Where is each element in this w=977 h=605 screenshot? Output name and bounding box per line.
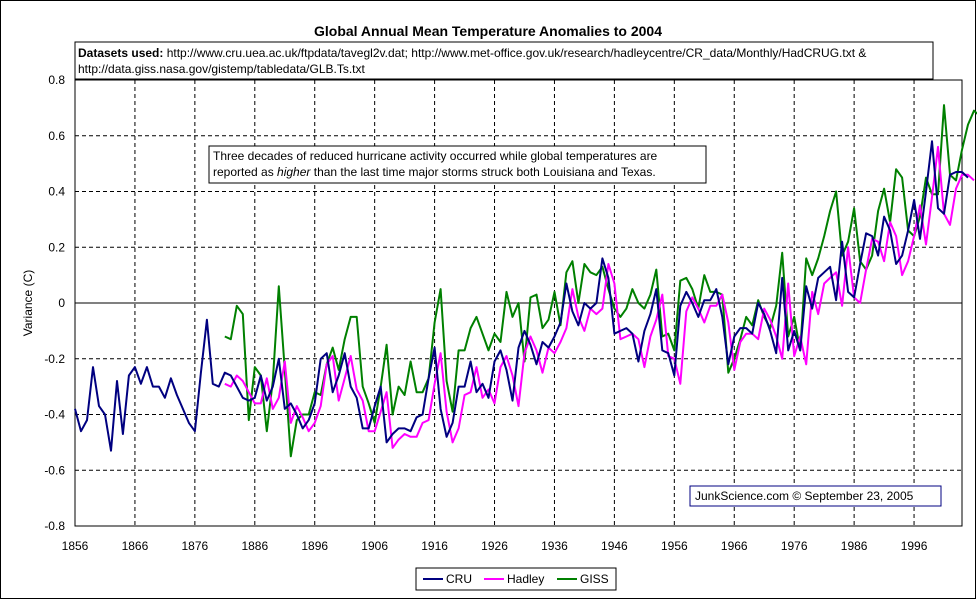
x-tick-label: 1926 [481, 539, 508, 553]
y-tick-label: -0.2 [44, 352, 65, 366]
x-tick-label: 1916 [421, 539, 448, 553]
y-tick-label: -0.6 [44, 463, 65, 477]
legend-box [415, 567, 617, 591]
y-tick-label: 0.4 [48, 185, 65, 199]
x-tick-label: 1856 [62, 539, 89, 553]
annotation-box [208, 145, 707, 184]
annotation-line2-pre: reported as [213, 165, 277, 179]
y-tick-labels: -0.8 -0.6 -0.4 -0.2 0 0.2 0.4 0.6 0.8 [44, 73, 65, 533]
x-tick-label: 1996 [901, 539, 928, 553]
x-tick-label: 1876 [182, 539, 209, 553]
x-tick-label: 1956 [661, 539, 688, 553]
y-tick-label: -0.4 [44, 408, 65, 422]
datasets-line2: http://data.giss.nasa.gov/gistemp/tabled… [78, 62, 365, 76]
credit-text: JunkScience.com © September 23, 2005 [695, 489, 914, 503]
x-tick-label: 1936 [541, 539, 568, 553]
chart-title: Global Annual Mean Temperature Anomalies… [314, 23, 662, 39]
annotation-line2: reported as higher than the last time ma… [213, 165, 656, 179]
series-line-cru [74, 140, 969, 452]
y-tick-label: 0.8 [48, 73, 65, 87]
y-tick-label: -0.8 [44, 519, 65, 533]
datasets-urls-1: http://www.cru.uea.ac.uk/ftpdata/tavegl2… [163, 46, 866, 60]
y-tick-label: 0.2 [48, 240, 65, 254]
legend-label-giss: GISS [580, 572, 609, 586]
series-lines [74, 104, 977, 458]
x-tick-label: 1896 [301, 539, 328, 553]
series-line-giss [224, 104, 977, 458]
datasets-line1: Datasets used: http://www.cru.uea.ac.uk/… [78, 46, 866, 60]
x-tick-label: 1886 [241, 539, 268, 553]
datasets-box [74, 41, 934, 80]
legend-label-cru: CRU [446, 572, 472, 586]
x-tick-labels: 1856 1866 1876 1886 1896 1906 1916 1926 1936 1946… [62, 539, 928, 553]
x-tick-label: 1966 [721, 539, 748, 553]
x-tick-label: 1986 [841, 539, 868, 553]
datasets-label: Datasets used: [78, 46, 163, 60]
series-line-hadley [224, 145, 975, 449]
x-tick-label: 1906 [361, 539, 388, 553]
legend: CRU Hadley GISS [415, 567, 617, 591]
credit-box [689, 485, 942, 507]
x-tick-label: 1946 [601, 539, 628, 553]
y-tick-label: 0 [58, 296, 65, 310]
legend-label-hadley: Hadley [507, 572, 544, 586]
x-tick-label: 1866 [122, 539, 149, 553]
annotation-line1: Three decades of reduced hurricane activ… [213, 149, 658, 163]
grid [75, 80, 962, 526]
y-tick-label: 0.6 [48, 129, 65, 143]
annotation-line2-post: than the last time major storms struck b… [310, 165, 655, 179]
annotation-line2-em: higher [277, 165, 311, 179]
x-tick-label: 1976 [781, 539, 808, 553]
y-axis-label: Variance (C) [21, 270, 35, 336]
